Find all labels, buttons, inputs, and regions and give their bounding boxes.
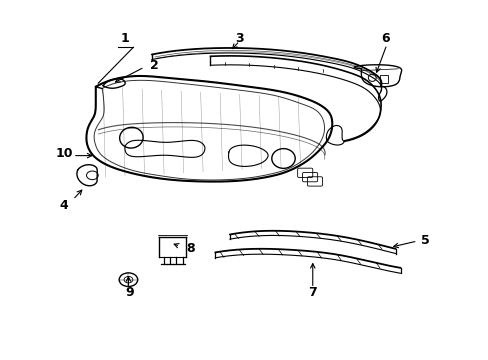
Text: 9: 9 [125,287,134,300]
Text: 1: 1 [121,32,129,45]
Text: 6: 6 [381,32,389,45]
Bar [379,75,387,83]
Text: 2: 2 [150,59,158,72]
Text: 8: 8 [186,242,195,255]
Text: 4: 4 [60,199,68,212]
Text: 3: 3 [235,32,244,45]
Text: 10: 10 [55,147,73,159]
Text: 7: 7 [308,287,317,300]
Text: 5: 5 [420,234,428,247]
